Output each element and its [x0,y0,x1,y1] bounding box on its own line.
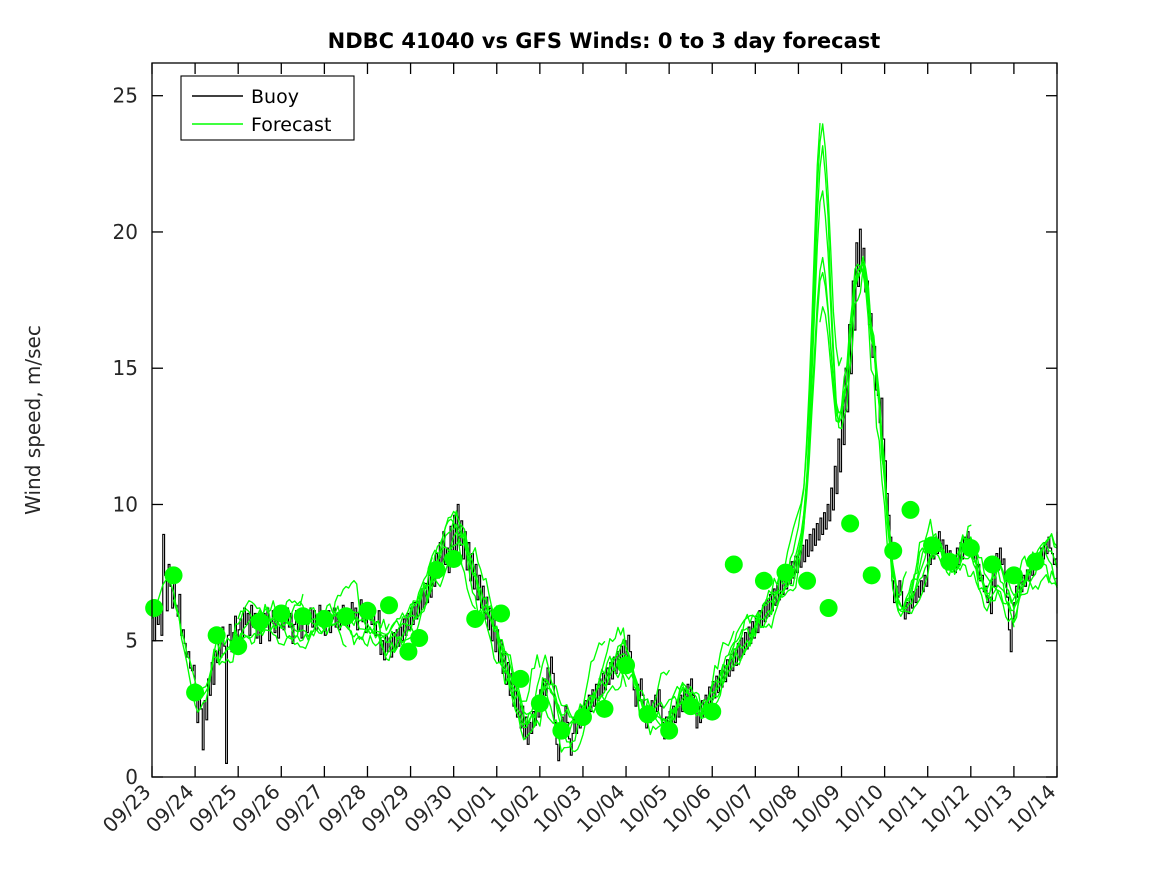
forecast-marker-dot [358,601,377,620]
forecast-marker-dot [427,560,446,579]
x-tick-label: 10/03 [529,780,587,838]
x-tick-label: 10/13 [960,780,1018,838]
forecast-marker-dot [681,697,700,716]
x-tick-label: 10/14 [1003,780,1061,838]
x-tick-label: 10/09 [787,780,845,838]
forecast-run-line [840,267,972,613]
x-tick-label: 10/08 [744,780,802,838]
forecast-run-line [280,614,412,657]
y-tick-label: 0 [125,765,138,789]
forecast-marker-dot [940,552,959,571]
forecast-marker-dot [660,721,679,740]
forecast-run-line [603,630,735,718]
plot-area-background [152,63,1057,777]
x-tick-label: 09/30 [399,780,457,838]
forecast-marker-dot [145,599,164,618]
y-axis-ticks: 0 5 10 15 20 25 [113,84,1057,789]
forecast-marker-dot [923,536,942,555]
x-tick-label: 10/05 [615,780,673,838]
forecast-marker-dot [315,609,334,628]
forecast-marker-dot [703,702,722,721]
forecast-marker-dot [293,607,312,626]
forecast-marker-dot [901,500,920,519]
legend: Buoy Forecast [180,75,355,141]
forecast-marker-dot [511,669,530,688]
forecast-markers [145,500,1045,740]
forecast-marker-dot [819,599,838,618]
forecast-marker-dot [884,541,903,560]
forecast-run-line [711,123,843,694]
forecast-marker-dot [754,571,773,590]
forecast-marker-dot [186,683,205,702]
forecast-marker-dot [961,539,980,558]
x-tick-label: 09/26 [227,780,285,838]
forecast-marker-dot [776,563,795,582]
forecast-marker-dot [530,694,549,713]
forecast-run-line [646,591,778,725]
x-tick-label: 10/04 [572,780,630,838]
forecast-marker-dot [492,604,511,623]
forecast-marker-dot [399,642,418,661]
y-tick-label: 20 [113,220,138,244]
legend-background [180,75,355,141]
x-tick-label: 10/11 [874,780,932,838]
x-tick-label: 10/10 [830,780,888,838]
forecast-marker-dot [841,514,860,533]
forecast-marker-dot [229,637,248,656]
y-tick-label: 25 [113,84,138,108]
forecast-marker-dot [336,607,355,626]
plot-frame [151,62,1058,778]
x-tick-label: 10/06 [658,780,716,838]
x-tick-label: 10/02 [486,780,544,838]
forecast-marker-dot [1026,552,1045,571]
y-tick-label: 5 [125,629,138,653]
x-tick-label: 10/07 [701,780,759,838]
x-tick-label: 09/29 [356,780,414,838]
x-tick-label: 10/12 [917,780,975,838]
legend-label-forecast: Forecast [251,114,331,136]
x-tick-label: 09/28 [313,780,371,838]
forecast-marker-dot [1004,566,1023,585]
forecast-marker-dot [444,549,463,568]
forecast-marker-dot [164,566,183,585]
forecast-marker-dot [595,699,614,718]
forecast-marker-dot [466,609,485,628]
y-axis-label: Wind speed, m/sec [21,325,45,515]
y-tick-label: 10 [113,492,138,516]
forecast-run-line [431,531,563,737]
forecast-run-line [345,518,476,636]
legend-label-buoy: Buoy [251,86,299,108]
forecast-marker-dot [724,555,743,574]
y-tick-label: 15 [113,356,138,380]
forecast-marker-dot [573,708,592,727]
forecast-marker-dot [410,629,429,648]
forecast-marker-dot [617,656,636,675]
x-tick-label: 10/01 [443,780,501,838]
forecast-run-line [1034,541,1058,569]
x-tick-label: 09/27 [270,780,328,838]
forecast-run-line [733,145,864,668]
forecast-marker-dot [207,626,226,645]
forecast-marker-dot [250,612,269,631]
forecast-run-line [776,256,907,606]
forecast-run-line [582,652,713,731]
forecast-run-line [474,575,606,734]
forecast-marker-dot [638,705,657,724]
forecast-run-line [991,533,1058,610]
page-title: NDBC 41040 vs GFS Winds: 0 to 3 day fore… [328,29,881,53]
forecast-marker-dot [798,571,817,590]
x-tick-label: 09/25 [184,780,242,838]
forecast-marker-dot [272,604,291,623]
x-tick-label: 09/24 [141,780,199,838]
forecast-marker-dot [862,566,881,585]
forecast-marker-dot [380,596,399,615]
forecast-marker-dot [552,721,571,740]
forecast-marker-dot [983,555,1002,574]
